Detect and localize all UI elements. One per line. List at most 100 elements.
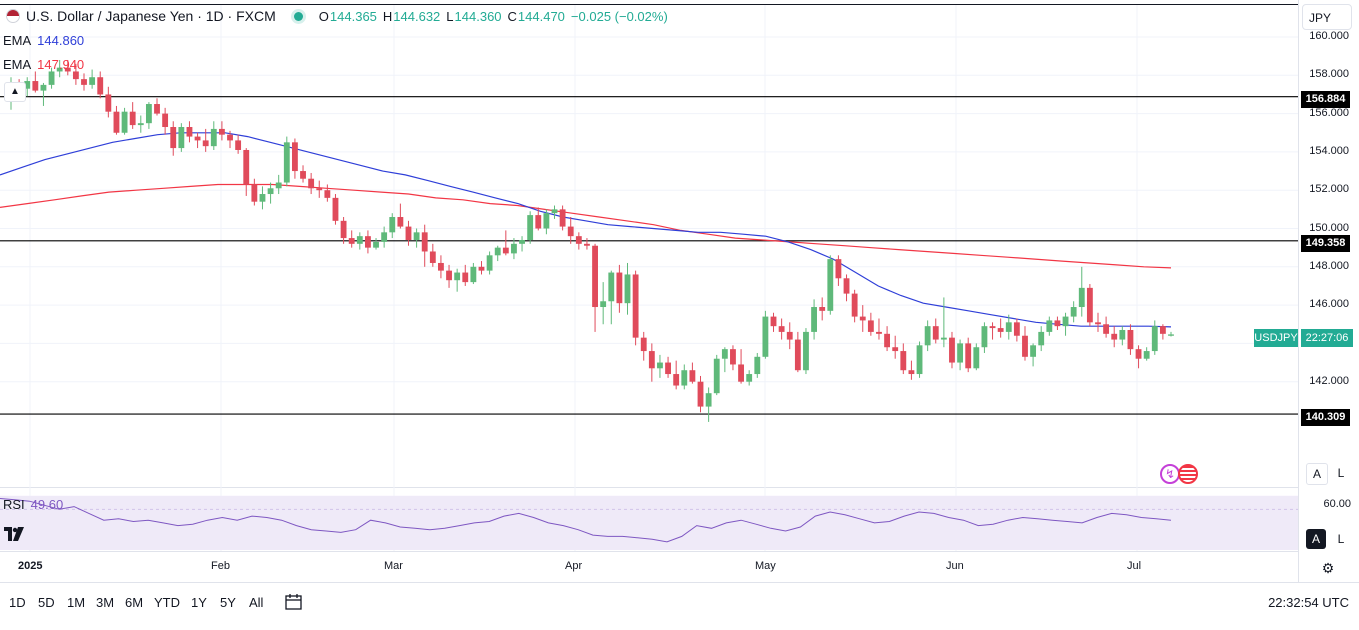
candle-body (162, 113, 169, 128)
range-button-all[interactable]: All (249, 595, 264, 610)
log-scale-button[interactable]: L (1337, 466, 1345, 480)
candle-body (478, 266, 485, 271)
auto-scale-button[interactable]: A (1306, 463, 1328, 485)
candle-body (194, 136, 201, 141)
candle (892, 335, 899, 359)
calendar-icon (285, 594, 302, 610)
candle (689, 362, 696, 384)
candle (884, 326, 891, 352)
candle (413, 228, 420, 248)
range-button-ytd[interactable]: YTD (154, 595, 180, 610)
candle (681, 364, 688, 390)
candle-body (778, 326, 785, 332)
range-button-1y[interactable]: 1Y (191, 595, 207, 610)
candle (851, 289, 858, 323)
candle-body (470, 266, 477, 283)
candle-body (81, 79, 87, 85)
chart-legend: U.S. Dollar / Japanese Yen · 1D · FXCM O… (0, 0, 668, 32)
rsi-log-scale-button[interactable]: L (1337, 532, 1345, 546)
candle (762, 310, 769, 359)
candle (721, 347, 728, 373)
axis-settings-icon[interactable]: ⚙ (1321, 560, 1335, 576)
candle (876, 318, 882, 340)
candle-body (657, 362, 663, 369)
date-range-button[interactable] (284, 592, 304, 612)
currency-selector[interactable]: JPY (1302, 4, 1352, 30)
candle-body (697, 381, 704, 407)
range-button-3m[interactable]: 3M (96, 595, 115, 610)
candle (786, 322, 793, 350)
candle-body (851, 293, 858, 317)
candle-body (251, 184, 258, 202)
candle (940, 297, 947, 348)
candle-body (876, 331, 882, 334)
candle (640, 331, 647, 361)
ema-slow-legend[interactable]: EMA 147.940 (3, 57, 84, 72)
candle (145, 102, 152, 129)
candle (1127, 324, 1134, 355)
candle-body (1062, 316, 1069, 327)
candle (989, 322, 996, 340)
rsi-band (0, 495, 1298, 550)
candle-body (145, 104, 152, 124)
candle-body (446, 270, 452, 281)
candle (965, 337, 972, 373)
level-tag: 149.358 (1301, 235, 1350, 252)
candle (81, 73, 87, 91)
candle-body (754, 356, 761, 375)
tradingview-logo[interactable] (4, 527, 26, 543)
candle (300, 165, 306, 183)
close-label: C (507, 8, 517, 24)
time-axis-label: Jun (946, 560, 964, 572)
candle (1078, 266, 1085, 317)
candle-body (1159, 326, 1166, 334)
candle (113, 105, 120, 135)
price-axis-label: 154.000 (1309, 144, 1349, 157)
range-button-1m[interactable]: 1M (67, 595, 86, 610)
range-button-5y[interactable]: 5Y (220, 595, 236, 610)
candle-body (348, 238, 355, 244)
candle-body (511, 243, 517, 254)
candle-body (1103, 324, 1110, 334)
time-axis-label: Jul (1127, 560, 1142, 572)
us-flag-event-icon[interactable] (1178, 464, 1198, 484)
candle-body (989, 326, 996, 329)
ema-fast-legend[interactable]: EMA 144.860 (3, 33, 84, 48)
candle (275, 174, 282, 195)
candle-body (867, 320, 874, 332)
candle (1054, 316, 1061, 330)
range-button-5d[interactable]: 5D (38, 595, 55, 610)
candle (259, 186, 266, 210)
candle-body (519, 239, 525, 244)
candle-body (308, 178, 315, 189)
candle (421, 224, 428, 267)
candle (770, 312, 777, 332)
collapse-legend-button[interactable]: ▲ (4, 82, 26, 102)
candle (89, 69, 96, 89)
rsi-name: RSI (3, 497, 25, 512)
candle-body (40, 84, 47, 91)
candle-body (559, 209, 566, 227)
candle (218, 121, 225, 141)
symbol-title[interactable]: U.S. Dollar / Japanese Yen · 1D · FXCM (26, 8, 276, 24)
candle (56, 59, 63, 78)
candle-body (381, 232, 388, 242)
candle (608, 270, 615, 325)
candle-body (235, 140, 242, 150)
candle (64, 59, 71, 76)
candle (584, 238, 590, 250)
candle-body (1070, 307, 1077, 317)
candle (1070, 301, 1077, 323)
candle-body (973, 347, 980, 369)
candle (332, 194, 339, 225)
rsi-auto-scale-button[interactable]: A (1306, 529, 1326, 549)
ema-slow-line (0, 183, 1172, 269)
utc-clock[interactable]: 22:32:54 UTC (1268, 595, 1349, 610)
range-button-1d[interactable]: 1D (9, 595, 26, 610)
candle (308, 172, 315, 195)
range-button-6m[interactable]: 6M (125, 595, 144, 610)
rsi-legend[interactable]: RSI 49.60 (3, 497, 63, 512)
candle (738, 349, 744, 384)
lightning-event-icon[interactable]: ↯ (1160, 464, 1180, 484)
